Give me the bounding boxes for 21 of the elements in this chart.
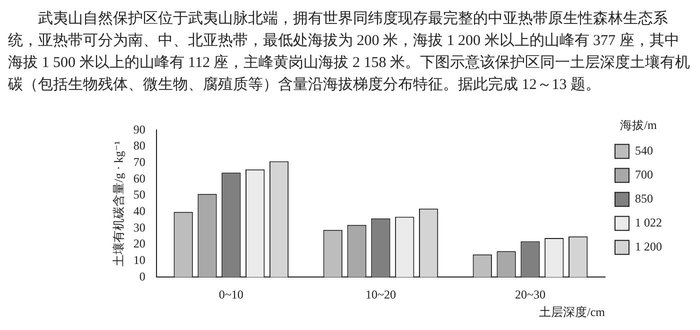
legend-label: 850 [635,192,653,206]
x-tick-label: 20~30 [514,288,546,302]
y-tick-label: 50 [133,188,146,202]
x-tick-label: 10~20 [365,288,396,302]
y-tick-label: 40 [133,204,146,218]
legend-label: 1 022 [635,216,662,230]
y-tick-label: 20 [133,236,146,251]
y-tick-label: 0 [139,269,146,284]
x-axis-title: 土层深度/cm [539,304,606,319]
legend-label: 1 200 [635,240,662,254]
y-tick-label: 60 [133,171,146,186]
y-tick-label: 90 [133,122,146,136]
y-tick-label: 70 [133,155,146,170]
legend-label: 540 [635,144,653,158]
y-axis-title: 土壤有机碳含量/g · kg⁻¹ [111,140,126,266]
text: 武夷山自然保护区位于武夷山脉北端，拥有世界同纬度现存最完整的中亚热带原生性森林生态系统，亚热带可分为南、中、北亚热带，最低处海拔为 200 米，海拔 1 200 米以上的山峰有 377 座，其中海拔 1 500 米以上的山峰有 112 座，主峰黄岗山海拔 2 158 米。下图示意该保护区同一土层深度土壤有机碳（包括生物残体、微生物、腐殖质等）含量沿海拔梯度分布特征。据此完成 12～13 题。 [8,11,690,93]
y-tick-label: 30 [133,220,146,234]
legend-label: 700 [635,168,653,182]
y-tick-label: 10 [133,253,146,268]
y-tick-label: 80 [133,138,146,153]
x-tick-label: 0~10 [218,288,244,302]
